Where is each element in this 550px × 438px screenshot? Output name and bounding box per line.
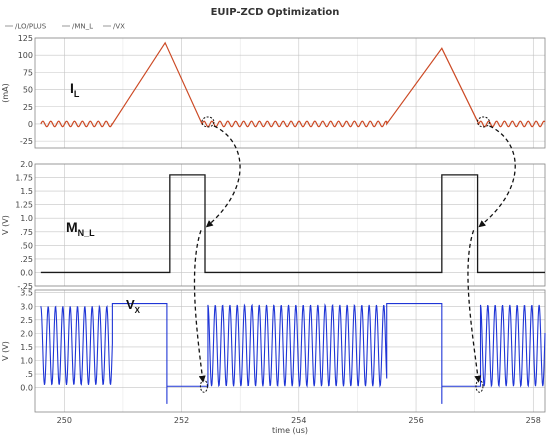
- y-tick-label: 0: [28, 120, 33, 129]
- x-tick-label: 252: [174, 416, 189, 425]
- legend: /LO/PLUS /MN_L /VX: [5, 23, 125, 31]
- y-tick-label: 2.5: [20, 316, 33, 325]
- signal-label-mnl: MN_L: [66, 219, 95, 238]
- y-tick-label: 75: [23, 68, 33, 77]
- y-tick-label: 1.5: [20, 343, 33, 352]
- plot-frame: [34, 163, 546, 287]
- y-tick-label: 25: [23, 103, 33, 112]
- y-tick-label: 2.0: [20, 329, 33, 338]
- y-tick-label: .25: [20, 255, 33, 264]
- y-tick-label: 0.0: [20, 268, 33, 277]
- y-tick-label: .50: [20, 241, 33, 250]
- y-tick-label: 100: [18, 51, 33, 60]
- x-tick-label: 254: [291, 416, 306, 425]
- zcd-circle-il: [476, 116, 490, 128]
- annotation-arrow-mnl: [205, 125, 241, 228]
- y-tick-label: 0.0: [20, 384, 33, 393]
- zcd-circle-il: [201, 116, 215, 128]
- x-axis: 250 252 254 256 258: [57, 416, 541, 425]
- chart-title: EUIP-ZCD Optimization: [211, 7, 340, 18]
- y-tick-label: 2.0: [20, 160, 33, 169]
- series-vx-line: [40, 303, 546, 404]
- annotation-arrow-vx: [467, 230, 482, 383]
- signal-label-vx: VX: [126, 297, 141, 315]
- legend-lo-plus: /LO/PLUS: [15, 23, 47, 31]
- y-tick-label: 3.0: [20, 302, 33, 311]
- y-tick-label: -25: [20, 137, 33, 146]
- legend-mn-l: /MN_L: [72, 23, 93, 31]
- y-tick-label: 1.25: [15, 201, 33, 210]
- y-tick-label: 1.0: [20, 214, 33, 223]
- y-tick-label: 3.5: [20, 289, 33, 298]
- plot-frame: [34, 37, 546, 149]
- x-axis-label: time (us): [272, 426, 308, 435]
- annotation-arrow-mnl: [478, 125, 516, 228]
- y-tick-label: 1.5: [20, 187, 33, 196]
- x-tick-label: 250: [57, 416, 72, 425]
- panel-mnl: -.25 0.0 .25 .50 .75 1.0 1.25 1.5 1.75 2.0 V (V) MN…: [1, 160, 546, 291]
- y-axis-label: (mA): [1, 83, 10, 103]
- y-axis-label: V (V): [1, 341, 10, 361]
- signal-label-il: IL: [70, 80, 80, 99]
- panel-vx: 0.0 .5 1.0 1.5 2.0 2.5 3.0 3.5 V (V) VX: [1, 289, 546, 413]
- y-tick-label: .5: [25, 370, 33, 379]
- x-tick-label: 256: [408, 416, 423, 425]
- series-il-line: [40, 41, 546, 128]
- y-tick-label: 1.75: [15, 174, 33, 183]
- x-tick-label: 258: [526, 416, 541, 425]
- series-mnl-line: [40, 174, 545, 274]
- y-tick-label: -.25: [17, 282, 33, 291]
- annotation-arrow-vx: [193, 230, 206, 383]
- panels: -25 0 25 50 75 100 125 (mA) IL -.25 0.0 .25 .50 .75 1.…: [1, 34, 546, 425]
- annotations: [193, 116, 516, 393]
- y-tick-label: 125: [18, 34, 33, 43]
- y-tick-label: .75: [20, 228, 33, 237]
- legend-vx: /VX: [113, 23, 125, 31]
- y-tick-label: 50: [23, 86, 33, 95]
- y-axis-label: V (V): [1, 215, 10, 235]
- y-tick-label: 1.0: [20, 356, 33, 365]
- panel-il: -25 0 25 50 75 100 125 (mA) IL: [1, 34, 546, 149]
